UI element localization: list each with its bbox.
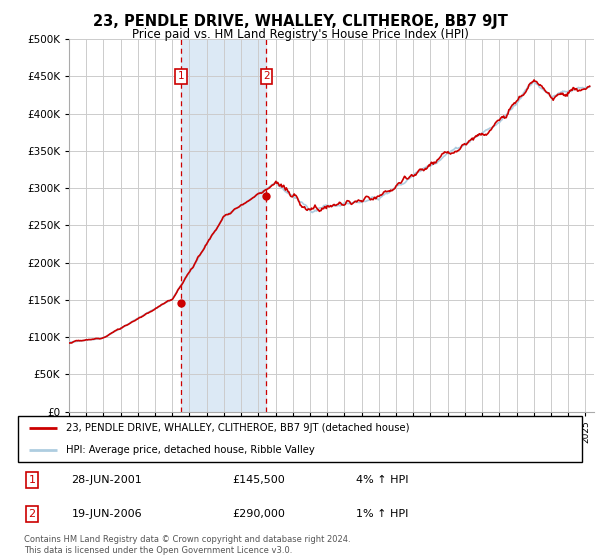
Text: HPI: Average price, detached house, Ribble Valley: HPI: Average price, detached house, Ribb…	[66, 445, 314, 455]
Text: 23, PENDLE DRIVE, WHALLEY, CLITHEROE, BB7 9JT: 23, PENDLE DRIVE, WHALLEY, CLITHEROE, BB…	[92, 14, 508, 29]
Text: 23, PENDLE DRIVE, WHALLEY, CLITHEROE, BB7 9JT (detached house): 23, PENDLE DRIVE, WHALLEY, CLITHEROE, BB…	[66, 423, 409, 433]
Text: 2: 2	[29, 509, 35, 519]
Text: 1: 1	[29, 475, 35, 485]
Text: 19-JUN-2006: 19-JUN-2006	[71, 509, 142, 519]
FancyBboxPatch shape	[18, 416, 582, 462]
Text: £145,500: £145,500	[232, 475, 285, 485]
Text: £290,000: £290,000	[232, 509, 285, 519]
Text: Price paid vs. HM Land Registry's House Price Index (HPI): Price paid vs. HM Land Registry's House …	[131, 28, 469, 41]
Text: 28-JUN-2001: 28-JUN-2001	[71, 475, 142, 485]
Text: 1% ↑ HPI: 1% ↑ HPI	[356, 509, 409, 519]
Text: 2: 2	[263, 72, 270, 81]
Text: 1: 1	[178, 72, 184, 81]
Bar	[181, 39, 266, 412]
Text: Contains HM Land Registry data © Crown copyright and database right 2024.
This d: Contains HM Land Registry data © Crown c…	[24, 535, 350, 555]
Text: 4% ↑ HPI: 4% ↑ HPI	[356, 475, 409, 485]
